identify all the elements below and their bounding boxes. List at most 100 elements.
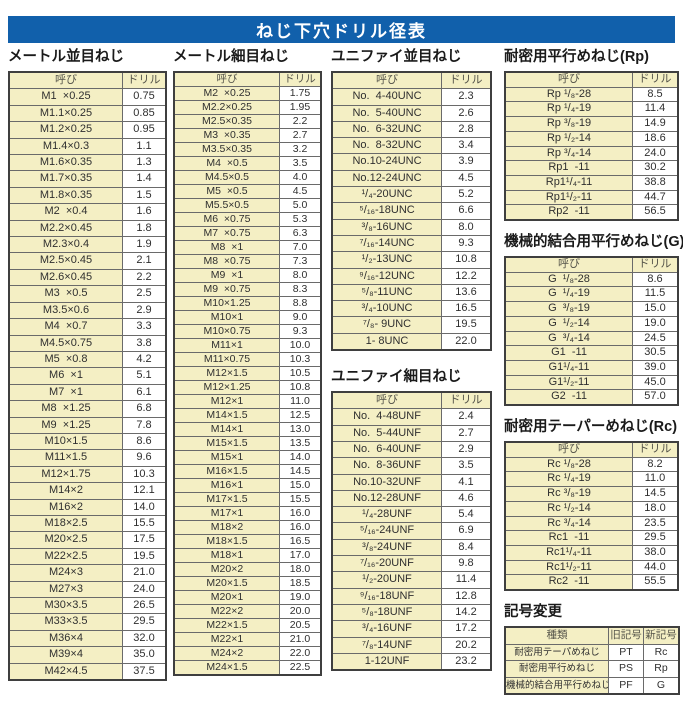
column-unified: ユニファイ並目ねじ 呼び ドリル No. 4-40UNC 2.3 No. 5-40U… xyxy=(331,46,492,681)
table-row: M2.6×0.45 2.2 xyxy=(8,268,167,287)
thread-name-cell: M2.5×0.45 xyxy=(8,252,123,270)
table-row: M22×2 20.0 xyxy=(173,604,322,619)
thread-name-cell: No.10-24UNC xyxy=(331,153,442,171)
column-header-drill: ドリル xyxy=(632,256,679,273)
drill-value-cell: 2.9 xyxy=(122,301,167,320)
table-row: M14×2 12.1 xyxy=(8,482,167,500)
g-table: 呼び ドリル G ¹/₈-28 8.6 G ¹/₄-19 11.5 G ³/₈-19 15… xyxy=(504,256,679,407)
drill-value-cell: 18.6 xyxy=(632,130,679,147)
column-header-name: 呼び xyxy=(331,71,442,90)
drill-value-cell: 14.2 xyxy=(441,603,492,622)
table-header-row: 呼び ドリル xyxy=(331,391,492,410)
table-row: M7 ×1 6.1 xyxy=(8,383,167,402)
column-header-name: 呼び xyxy=(173,71,280,87)
thread-name-cell: G1¹/₂-11 xyxy=(504,374,633,391)
thread-name-cell: M1.7×0.35 xyxy=(8,170,123,188)
table-row: Rc1¹/₂-11 44.0 xyxy=(504,559,679,576)
thread-name-cell: No.12-28UNF xyxy=(331,489,442,508)
table-row: M17×1 16.0 xyxy=(173,506,322,521)
drill-value-cell: 4.2 xyxy=(122,350,167,369)
thread-name-cell: M3.5×0.6 xyxy=(8,301,123,320)
thread-name-cell: M3 ×0.5 xyxy=(8,285,123,303)
thread-name-cell: ⁵/₁₆-24UNF xyxy=(331,522,442,540)
column-header-drill: ドリル xyxy=(122,71,167,90)
table-row: ³/₈-24UNF 8.4 xyxy=(331,538,492,557)
table-row: M3.5×0.6 2.9 xyxy=(8,301,167,320)
drill-value-cell: 1.1 xyxy=(122,137,167,156)
thread-name-cell: M4.5×0.5 xyxy=(173,170,280,185)
drill-value-cell: 5.4 xyxy=(441,506,492,524)
table-row: M20×2 18.0 xyxy=(173,562,322,577)
thread-name-cell: M27×3 xyxy=(8,580,123,599)
drill-value-cell: 1.75 xyxy=(279,86,322,101)
table-row: M12×1.25 10.8 xyxy=(173,380,322,395)
section-unified-fine: ユニファイ細目ねじ 呼び ドリル No. 4-48UNF 2.4 No. 5-44U… xyxy=(331,366,492,672)
thread-name-cell: M7 ×1 xyxy=(8,383,123,402)
thread-name-cell: M3 ×0.35 xyxy=(173,128,280,143)
table-row: ⁹/₁₆-12UNC 12.2 xyxy=(331,267,492,285)
drill-value-cell: Rc xyxy=(643,643,680,662)
drill-value-cell: 7.0 xyxy=(279,240,322,255)
table-row: M11×0.75 10.3 xyxy=(173,352,322,367)
table-row: M17×1.5 15.5 xyxy=(173,492,322,507)
drill-value-cell: 0.95 xyxy=(122,121,167,139)
table-row: M18×1.5 16.5 xyxy=(173,534,322,549)
drill-value-cell: 6.9 xyxy=(441,522,492,540)
table-row: G1 -11 30.5 xyxy=(504,345,679,361)
drill-value-cell: 17.5 xyxy=(122,531,167,549)
drill-value-cell: 4.5 xyxy=(441,169,492,188)
thread-name-cell: M1.2×0.25 xyxy=(8,121,123,139)
thread-name-cell: Rp ¹/₂-14 xyxy=(504,130,633,147)
column-header-drill: ドリル xyxy=(441,391,492,410)
thread-name-cell: M24×2 xyxy=(173,646,280,661)
table-row: ⁵/₁₆-24UNF 6.9 xyxy=(331,522,492,540)
thread-name-cell: ⁷/₈-14UNF xyxy=(331,636,442,654)
table-row: No. 6-32UNC 2.8 xyxy=(331,120,492,139)
drill-value-cell: 57.0 xyxy=(632,389,679,406)
table-row: M15×1.5 13.5 xyxy=(173,436,322,451)
thread-name-cell: No. 6-40UNF xyxy=(331,440,442,459)
table-row: M22×2.5 19.5 xyxy=(8,547,167,566)
thread-name-cell: M18×2 xyxy=(173,520,280,535)
thread-name-cell: Rp1 -11 xyxy=(504,160,633,176)
thread-name-cell: G ³/₈-19 xyxy=(504,301,633,317)
section-metric-fine: メートル細目ねじ 呼び ドリル M2 ×0.25 1.75 M2.2×0.25 1.9… xyxy=(173,46,322,676)
column-header-drill: ドリル xyxy=(632,441,679,458)
thread-name-cell: ⁵/₈-11UNC xyxy=(331,283,442,302)
thread-name-cell: ⁵/₈-18UNF xyxy=(331,603,442,622)
drill-value-cell: 2.2 xyxy=(122,268,167,287)
thread-name-cell: M17×1 xyxy=(173,506,280,521)
table-header-row: 種類 旧記号 新記号 xyxy=(504,626,680,645)
table-row: ⁵/₈-11UNC 13.6 xyxy=(331,283,492,302)
drill-value-cell: 16.0 xyxy=(279,520,322,535)
drill-value-cell: 24.0 xyxy=(632,145,679,162)
table-row: M15×1 14.0 xyxy=(173,450,322,465)
thread-name-cell: M1.8×0.35 xyxy=(8,186,123,205)
metric-fine-table: 呼び ドリル M2 ×0.25 1.75 M2.2×0.25 1.95 M2.5×0.3… xyxy=(173,71,322,676)
thread-name-cell: M4 ×0.5 xyxy=(173,156,280,171)
drill-value-cell: 3.8 xyxy=(122,334,167,352)
table-header-row: 呼び ドリル xyxy=(173,71,322,87)
table-row: Rc ¹/₂-14 18.0 xyxy=(504,500,679,517)
drill-value-cell: 2.6 xyxy=(441,104,492,122)
table-row: M10×0.75 9.3 xyxy=(173,324,322,339)
table-row: Rc1¹/₄-11 38.0 xyxy=(504,544,679,561)
thread-name-cell: G1 -11 xyxy=(504,345,633,361)
table-row: M8 ×1 7.0 xyxy=(173,240,322,255)
thread-name-cell: M20×1 xyxy=(173,590,280,605)
drill-value-cell: 5.0 xyxy=(279,198,322,213)
section-title-rp: 耐密用平行めねじ(Rp) xyxy=(504,49,649,65)
drill-value-cell: 21.0 xyxy=(279,632,322,647)
table-header-row: 呼び ドリル xyxy=(8,71,167,90)
drill-value-cell: 19.0 xyxy=(279,590,322,605)
thread-name-cell: Rp ¹/₄-19 xyxy=(504,101,633,118)
thread-name-cell: M9 ×1.25 xyxy=(8,416,123,434)
table-row: M24×3 21.0 xyxy=(8,564,167,582)
table-row: G2 -11 57.0 xyxy=(504,389,679,406)
thread-name-cell: M1 ×0.25 xyxy=(8,88,123,106)
drill-value-cell: 5.1 xyxy=(122,367,167,385)
drill-value-cell: 20.2 xyxy=(441,636,492,654)
table-row: G ¹/₈-28 8.6 xyxy=(504,271,679,288)
thread-name-cell: M2 ×0.25 xyxy=(173,86,280,101)
drill-value-cell: 5.3 xyxy=(279,212,322,227)
